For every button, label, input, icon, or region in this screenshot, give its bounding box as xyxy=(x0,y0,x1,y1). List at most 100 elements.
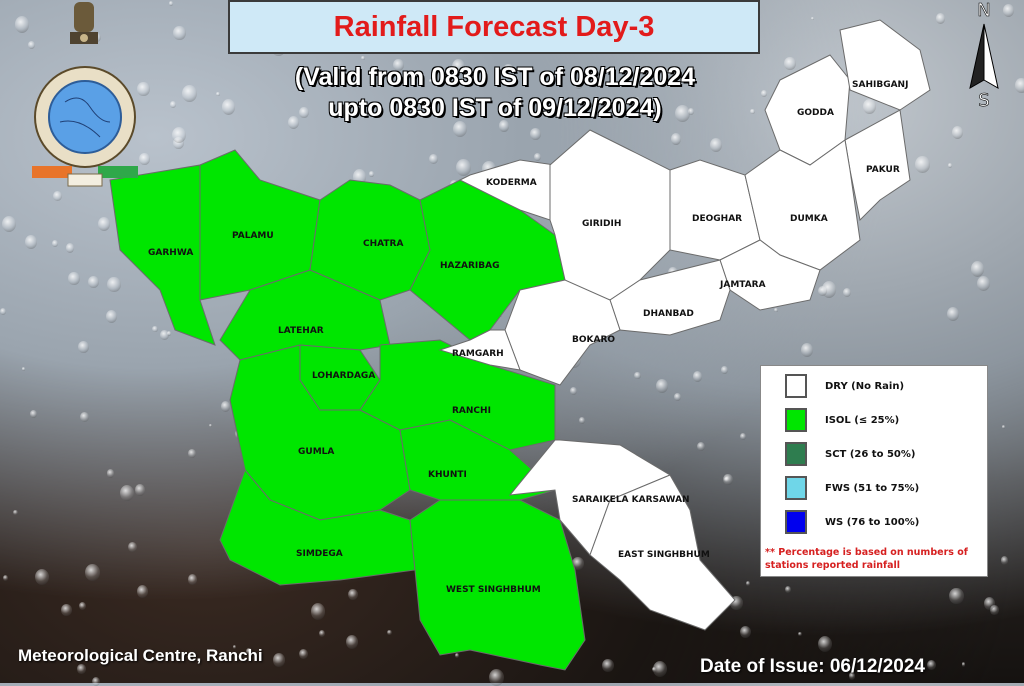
district-label-sahibganj: SAHIBGANJ xyxy=(852,80,908,90)
raindrop xyxy=(98,217,111,232)
raindrop xyxy=(674,105,690,123)
district-west-singhbhum xyxy=(409,499,586,671)
raindrop xyxy=(745,581,751,587)
district-label-bokaro: BOKARO xyxy=(572,335,615,345)
raindrop xyxy=(13,509,18,516)
raindrop xyxy=(634,97,641,105)
raindrop xyxy=(452,120,468,138)
raindrop xyxy=(785,586,792,594)
legend-swatch-dry xyxy=(785,374,807,398)
raindrop xyxy=(774,308,778,312)
raindrop xyxy=(750,109,755,115)
raindrop xyxy=(80,411,90,423)
district-label-koderma: KODERMA xyxy=(486,178,537,188)
raindrop xyxy=(914,156,930,174)
raindrop xyxy=(739,432,746,440)
raindrop xyxy=(652,660,667,677)
raindrop xyxy=(319,630,325,637)
raindrop xyxy=(739,625,751,639)
raindrop xyxy=(160,329,169,340)
legend-swatch-isol xyxy=(785,408,807,432)
raindrop xyxy=(298,106,309,118)
title-box: Rainfall Forecast Day-3 xyxy=(228,0,760,54)
date-of-issue: Date of Issue: 06/12/2024 xyxy=(700,656,925,677)
raindrop xyxy=(810,16,814,21)
raindrop xyxy=(139,152,151,166)
district-label-giridih: GIRIDIH xyxy=(582,219,621,229)
legend-label: ISOL (≤ 25%) xyxy=(825,414,900,426)
raindrop xyxy=(53,190,63,202)
raindrop xyxy=(21,366,26,372)
raindrop xyxy=(348,588,359,601)
raindrop xyxy=(172,25,186,41)
raindrop xyxy=(970,261,985,277)
district-label-deoghar: DEOGHAR xyxy=(692,214,742,224)
north-arrow-icon: N S xyxy=(969,0,999,110)
raindrop xyxy=(949,587,964,605)
raindrop xyxy=(609,97,625,115)
raindrop xyxy=(817,285,827,297)
district-label-simdega: SIMDEGA xyxy=(296,549,343,559)
legend-footnote: ** Percentage is based on numbers of sta… xyxy=(765,547,968,571)
raindrop xyxy=(579,417,585,424)
raindrop xyxy=(68,271,81,286)
raindrop xyxy=(489,668,505,686)
raindrop xyxy=(1,215,17,233)
raindrop xyxy=(34,568,49,586)
raindrop xyxy=(456,158,472,176)
raindrop xyxy=(136,584,149,598)
raindrop xyxy=(709,137,723,152)
district-label-palamu: PALAMU xyxy=(232,231,274,241)
raindrop xyxy=(221,99,236,115)
raindrop xyxy=(135,484,146,496)
raindrop xyxy=(167,331,172,336)
raindrop xyxy=(78,340,90,354)
district-label-chatra: CHATRA xyxy=(363,239,403,249)
raindrop xyxy=(634,371,641,380)
raindrop xyxy=(961,662,966,667)
raindrop xyxy=(61,603,73,617)
raindrop xyxy=(338,104,348,116)
raindrop xyxy=(28,41,36,50)
raindrop xyxy=(107,469,115,478)
district-dhanbad xyxy=(609,259,731,336)
raindrop xyxy=(451,58,466,75)
raindrop xyxy=(529,127,541,141)
district-jamtara xyxy=(719,239,821,311)
raindrop xyxy=(1015,78,1024,93)
raindrop xyxy=(14,15,30,34)
raindrop xyxy=(926,659,936,671)
raindrop xyxy=(0,307,7,316)
raindrop xyxy=(299,648,308,659)
raindrop xyxy=(848,672,856,681)
legend-label: DRY (No Rain) xyxy=(825,380,905,392)
raindrop xyxy=(30,410,37,418)
district-label-saraikela-karsawan: SARAIKELA KARSAWAN xyxy=(572,495,690,505)
district-label-jamtara: JAMTARA xyxy=(719,280,766,290)
raindrop xyxy=(3,574,9,581)
district-ramgarh xyxy=(438,329,521,371)
raindrop xyxy=(361,55,366,61)
raindrop xyxy=(863,99,877,115)
raindrop xyxy=(208,423,212,428)
raindrop xyxy=(171,127,186,144)
district-label-west-singhbhum: WEST SINGHBHUM xyxy=(446,585,541,595)
district-label-ranchi: RANCHI xyxy=(452,406,491,416)
raindrop xyxy=(948,162,953,168)
raindrop xyxy=(170,101,177,109)
raindrop xyxy=(188,449,196,458)
raindrop xyxy=(503,63,515,77)
raindrop xyxy=(246,647,253,655)
legend-item-isol: ISOL (≤ 25%) xyxy=(785,408,899,432)
raindrop xyxy=(572,556,584,570)
raindrop xyxy=(215,91,220,97)
raindrop xyxy=(721,366,728,374)
raindrop xyxy=(120,485,135,502)
raindrop xyxy=(843,288,852,298)
legend-item-dry: DRY (No Rain) xyxy=(785,374,904,398)
district-khunti xyxy=(399,419,557,501)
district-giridih xyxy=(549,129,671,301)
raindrop xyxy=(386,630,392,636)
raindrop xyxy=(187,573,198,585)
